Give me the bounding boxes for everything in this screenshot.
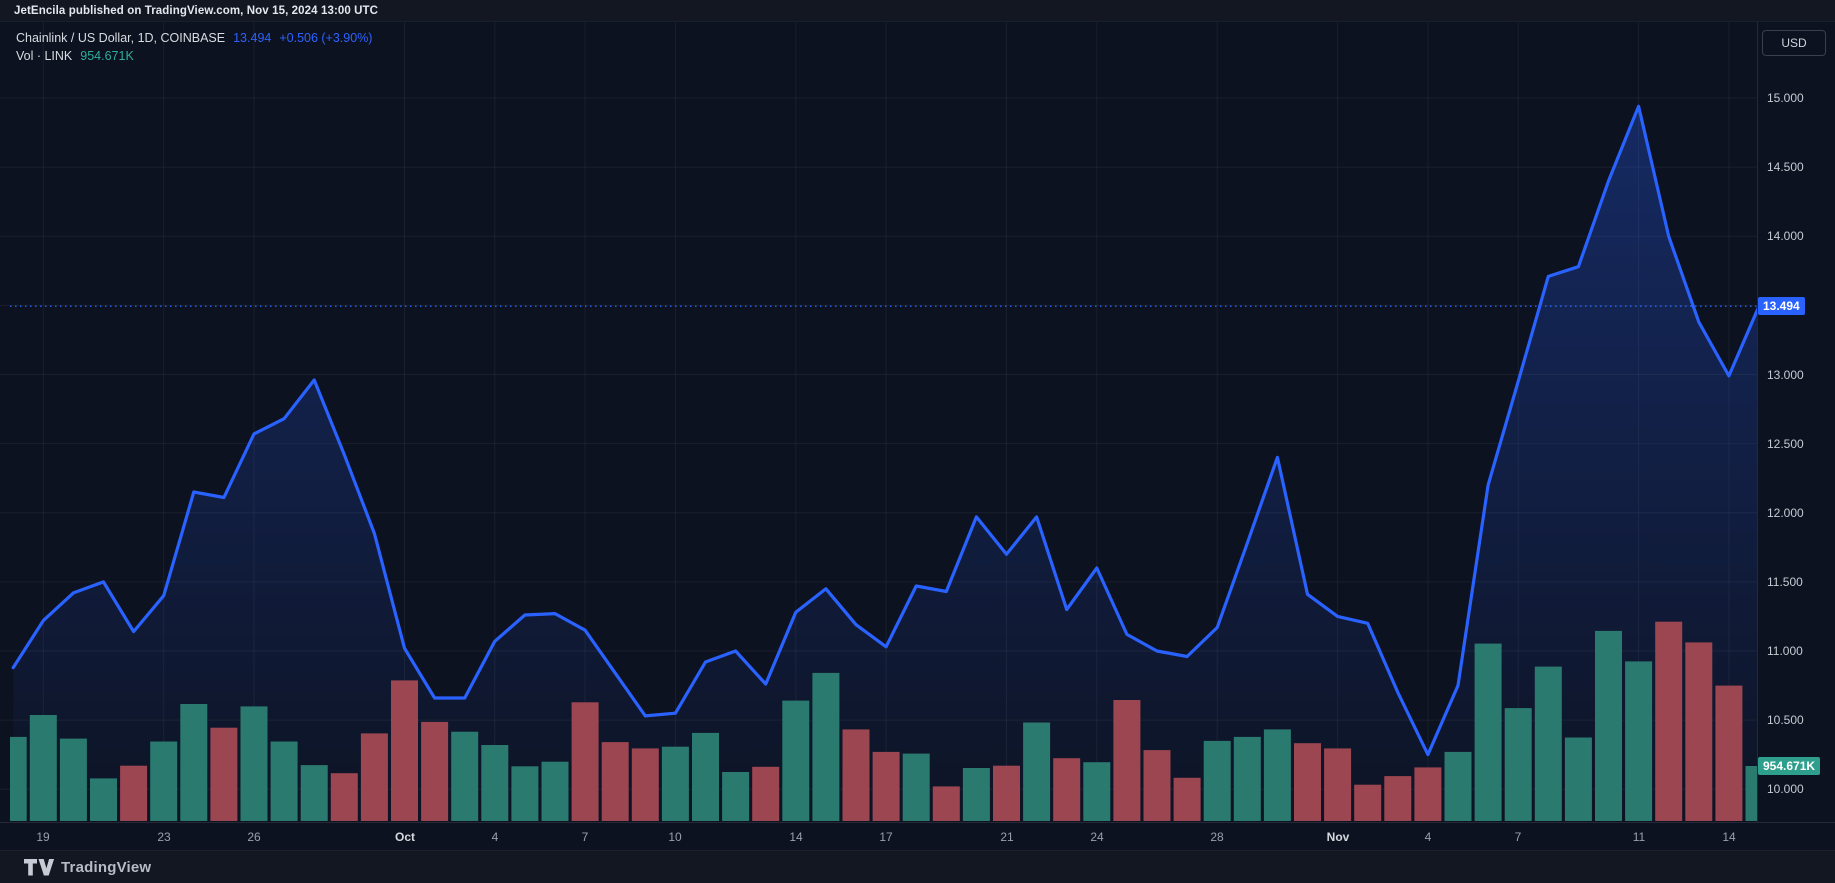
time-tick-label: 17	[879, 830, 893, 844]
legend-volume-row: Vol · LINK 954.671K	[16, 47, 372, 65]
tradingview-logo-text[interactable]: TradingView	[61, 858, 152, 876]
volume-indicator-label: Vol · LINK	[16, 49, 73, 63]
time-axis[interactable]: 19 23 26 Oct 4 7 10 14 17 21 24 28 Nov 4 7 11 14	[0, 822, 1835, 850]
symbol-title: Chainlink / US Dollar, 1D, COINBASE	[16, 31, 226, 45]
time-tick-label: 23	[157, 830, 171, 844]
price-line	[11, 104, 1757, 757]
time-tick-label: Oct	[394, 830, 416, 844]
legend-symbol-row: Chainlink / US Dollar, 1D, COINBASE 13.4…	[16, 29, 372, 47]
price-area-fill	[13, 106, 1757, 821]
time-tick-label: 4	[491, 830, 499, 844]
current-price-tag: 13.494	[1758, 297, 1805, 315]
price-tick-label: 11.000	[1767, 644, 1803, 658]
price-tick-label: 14.000	[1767, 229, 1804, 243]
chart-svg[interactable]	[0, 22, 1835, 822]
time-tick-label: 11	[1632, 830, 1646, 844]
price-tick-label: 15.000	[1767, 91, 1804, 105]
price-tick-label: 10.500	[1767, 713, 1804, 727]
price-tick-label: 13.000	[1767, 368, 1804, 382]
chart-pane[interactable]: Chainlink / US Dollar, 1D, COINBASE 13.4…	[0, 22, 1835, 822]
time-tick-label: 24	[1090, 830, 1104, 844]
gridlines	[0, 22, 1757, 821]
time-tick-label: 19	[36, 830, 50, 844]
volume-bars	[10, 621, 1757, 821]
time-tick-label: 14	[1722, 830, 1736, 844]
price-tick-label: 14.500	[1767, 160, 1804, 174]
time-tick-label: 21	[1000, 830, 1014, 844]
time-tick-label: 10	[668, 830, 682, 844]
tradingview-logo-icon[interactable]	[24, 858, 54, 876]
price-tick-label: 11.500	[1767, 575, 1803, 589]
footer-bar: TradingView	[0, 850, 1835, 883]
price-tick-label: 12.500	[1767, 437, 1804, 451]
price-change-value: +0.506 (+3.90%)	[279, 31, 373, 45]
chart-legend: Chainlink / US Dollar, 1D, COINBASE 13.4…	[16, 29, 372, 65]
time-tick-label: 14	[789, 830, 803, 844]
price-tick-label: 12.000	[1767, 506, 1804, 520]
time-tick-label: 7	[1514, 830, 1522, 844]
last-price-value: 13.494	[233, 31, 272, 45]
time-tick-label: 4	[1424, 830, 1432, 844]
time-tick-label: 26	[247, 830, 261, 844]
current-volume-tag: 954.671K	[1758, 757, 1821, 775]
attribution-text: JetEncila published on TradingView.com, …	[14, 4, 379, 17]
attribution-bar: JetEncila published on TradingView.com, …	[0, 0, 1835, 22]
volume-indicator-value: 954.671K	[80, 49, 134, 63]
price-chart-canvas[interactable]	[0, 22, 1835, 822]
price-axis[interactable]: USD 15.000 14.500 14.000 13.000 12.500 12.000…	[1757, 22, 1835, 822]
currency-toggle-button[interactable]: USD	[1762, 30, 1826, 56]
price-tick-label: 10.000	[1767, 782, 1804, 796]
time-tick-label: Nov	[1326, 830, 1350, 844]
time-tick-label: 7	[581, 830, 589, 844]
time-tick-label: 28	[1210, 830, 1224, 844]
